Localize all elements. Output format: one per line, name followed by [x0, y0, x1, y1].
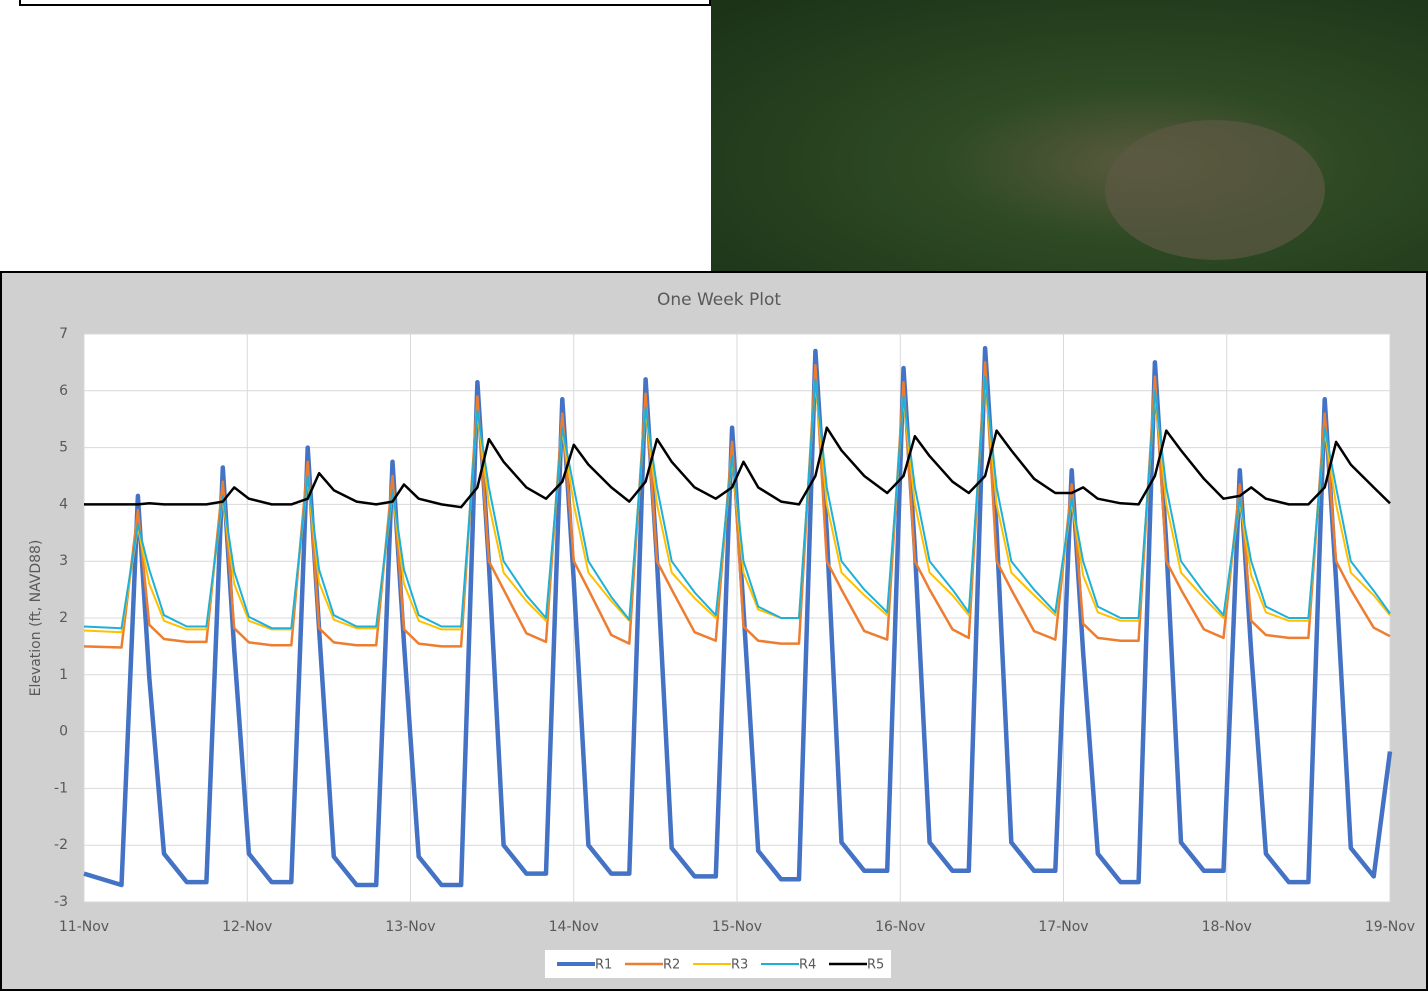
series-line	[83, 378, 1391, 634]
legend-label: R1	[595, 958, 612, 973]
series-line	[83, 375, 1391, 630]
x-tick-label: 12-Nov	[222, 919, 272, 935]
legend-label: R2	[663, 958, 680, 973]
y-tick-label: -1	[54, 780, 68, 796]
x-tick-label: 14-Nov	[549, 919, 599, 935]
text-box	[19, 0, 711, 6]
y-tick-label: 2	[59, 610, 68, 626]
aerial-image	[711, 0, 1428, 272]
aerial-clearing	[1105, 120, 1325, 260]
x-tick-label: 18-Nov	[1202, 919, 1252, 935]
y-axis-label: Elevation (ft, NAVD88)	[28, 540, 44, 697]
x-tick-label: 11-Nov	[59, 919, 109, 935]
x-tick-label: 19-Nov	[1365, 919, 1415, 935]
x-tick-label: 13-Nov	[385, 919, 435, 935]
y-tick-label: -3	[54, 894, 68, 910]
y-tick-label: 4	[59, 496, 68, 512]
x-tick-label: 15-Nov	[712, 919, 762, 935]
legend-label: R4	[799, 958, 816, 973]
legend-label: R3	[731, 958, 748, 973]
y-tick-label: 5	[59, 440, 68, 456]
x-tick-label: 16-Nov	[875, 919, 925, 935]
y-tick-label: 3	[59, 553, 68, 569]
legend-label: R5	[867, 958, 884, 973]
series-line	[84, 426, 1391, 509]
y-tick-label: 1	[59, 667, 68, 683]
y-tick-label: 6	[59, 383, 68, 399]
y-tick-label: 7	[59, 326, 68, 342]
x-tick-label: 17-Nov	[1038, 919, 1088, 935]
y-tick-label: 0	[59, 724, 68, 740]
series-line	[83, 361, 1391, 649]
chart-title: One Week Plot	[657, 290, 781, 310]
y-tick-label: -2	[54, 837, 68, 853]
